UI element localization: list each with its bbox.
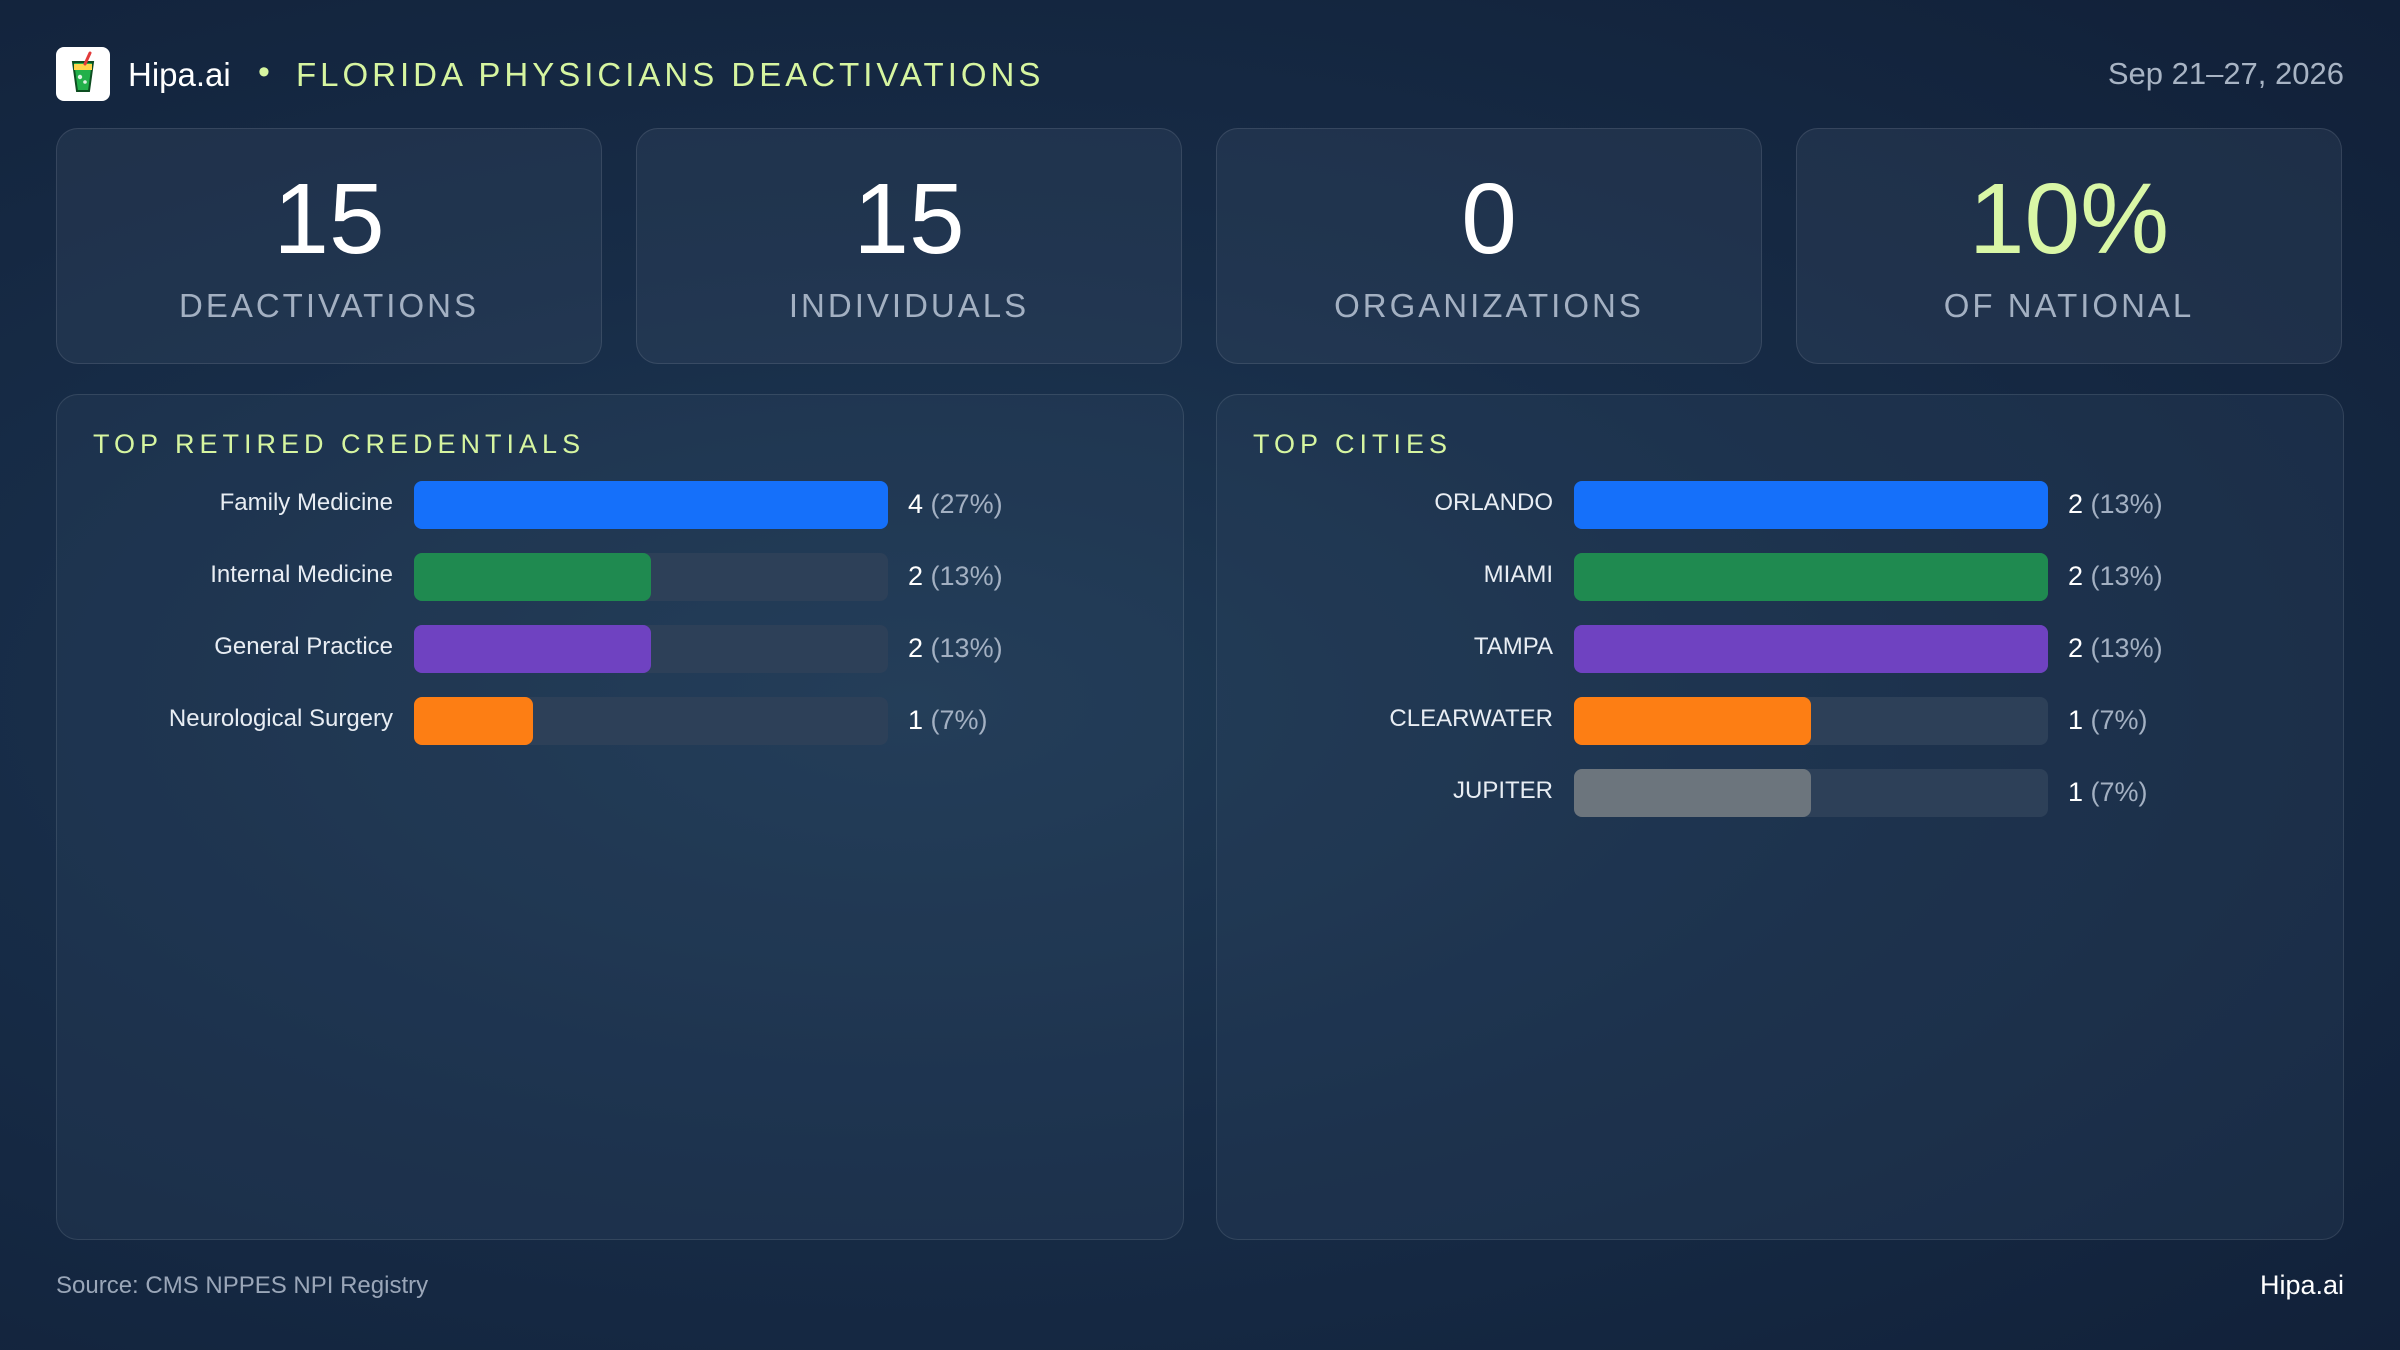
logo	[56, 47, 110, 101]
bar	[414, 625, 651, 673]
bar-track	[414, 553, 888, 601]
kpi-value: 15	[853, 163, 965, 275]
panel-title: TOP RETIRED CREDENTIALS	[93, 429, 586, 459]
bar-label: CLEARWATER	[1389, 705, 1553, 732]
bar	[414, 553, 651, 601]
bar-label: JUPITER	[1452, 777, 1553, 804]
brand-name: Hipa.ai	[128, 56, 231, 93]
bar-row: TAMPA 2 (13%)	[1217, 625, 2343, 673]
bar-value-label: 1 (7%)	[908, 705, 988, 736]
bar-row: Internal Medicine 2 (13%)	[57, 553, 1183, 601]
credentials-panel: TOP RETIRED CREDENTIALS Family Medicine 4…	[56, 394, 1184, 1240]
bar-track	[1574, 697, 2048, 745]
kpi-value: 15	[273, 163, 385, 275]
bar	[1574, 697, 1811, 745]
cities-panel: TOP CITIES ORLANDO 2 (13%) MIAMI 2 (13%) TAM…	[1216, 394, 2344, 1240]
bar-track	[1574, 553, 2048, 601]
bar-percent: (7%)	[930, 705, 988, 735]
bar-percent: (13%)	[2090, 489, 2163, 519]
bar-label: General Practice	[214, 633, 393, 660]
bar-value-label: 2 (13%)	[908, 561, 1003, 592]
kpi-card-deactivations: 15 DEACTIVATIONS	[56, 128, 602, 364]
kpi-card-individuals: 15 INDIVIDUALS	[636, 128, 1182, 364]
bar-track	[414, 481, 888, 529]
bar-track	[1574, 769, 2048, 817]
bar	[1574, 625, 2048, 673]
bar-percent: (13%)	[2090, 561, 2163, 591]
kpi-card-national-share: 10% OF NATIONAL	[1796, 128, 2342, 364]
bar	[414, 481, 888, 529]
bar-value-label: 1 (7%)	[2068, 705, 2148, 736]
bar-count: 1	[2068, 705, 2084, 735]
bar	[1574, 553, 2048, 601]
bar-count: 2	[2068, 561, 2084, 591]
kpi-label: DEACTIVATIONS	[179, 287, 479, 324]
bar-percent: (27%)	[930, 489, 1003, 519]
kpi-label: OF NATIONAL	[1943, 287, 2195, 324]
kpi-value: 10%	[1968, 163, 2170, 275]
bar-value-label: 2 (13%)	[2068, 561, 2163, 592]
panel-title: TOP CITIES	[1253, 429, 1453, 459]
bar-count: 2	[908, 561, 924, 591]
bar-row: Family Medicine 4 (27%)	[57, 481, 1183, 529]
title-separator: •	[258, 53, 270, 91]
bar-track	[1574, 481, 2048, 529]
bar-track	[414, 697, 888, 745]
bar-percent: (13%)	[930, 561, 1003, 591]
bar	[1574, 481, 2048, 529]
bar-row: ORLANDO 2 (13%)	[1217, 481, 2343, 529]
bar-count: 2	[908, 633, 924, 663]
kpi-card-organizations: 0 ORGANIZATIONS	[1216, 128, 1762, 364]
bar-percent: (13%)	[2090, 633, 2163, 663]
kpi-value: 0	[1461, 163, 1517, 275]
bar-value-label: 2 (13%)	[2068, 633, 2163, 664]
bar-label: Internal Medicine	[210, 561, 393, 588]
bar-row: JUPITER 1 (7%)	[1217, 769, 2343, 817]
bar-count: 2	[2068, 489, 2084, 519]
bar-row: General Practice 2 (13%)	[57, 625, 1183, 673]
bar-percent: (13%)	[930, 633, 1003, 663]
bar-count: 1	[2068, 777, 2084, 807]
bar-row: MIAMI 2 (13%)	[1217, 553, 2343, 601]
bar-value-label: 1 (7%)	[2068, 777, 2148, 808]
bar-label: ORLANDO	[1434, 489, 1553, 516]
bar-percent: (7%)	[2090, 705, 2148, 735]
bar-track	[414, 625, 888, 673]
bar-count: 1	[908, 705, 924, 735]
glass-with-straw-icon	[71, 51, 95, 92]
header: Hipa.ai • FLORIDA PHYSICIANS DEACTIVATIO…	[56, 46, 2344, 102]
bar-label: Family Medicine	[219, 489, 393, 516]
bar-count: 2	[2068, 633, 2084, 663]
bar-track	[1574, 625, 2048, 673]
bar-row: CLEARWATER 1 (7%)	[1217, 697, 2343, 745]
bar-percent: (7%)	[2090, 777, 2148, 807]
source-note: Source: CMS NPPES NPI Registry	[56, 1272, 429, 1299]
page-title: FLORIDA PHYSICIANS DEACTIVATIONS	[296, 56, 1045, 93]
bar	[414, 697, 533, 745]
bar-label: MIAMI	[1483, 561, 1553, 588]
footer-brand: Hipa.ai	[2259, 1270, 2344, 1300]
date-range: Sep 21–27, 2026	[2107, 56, 2344, 91]
bar-label: Neurological Surgery	[168, 705, 393, 732]
bar-value-label: 2 (13%)	[908, 633, 1003, 664]
bar-row: Neurological Surgery 1 (7%)	[57, 697, 1183, 745]
bar-value-label: 4 (27%)	[908, 489, 1003, 520]
bar-label: TAMPA	[1473, 633, 1553, 660]
bar-value-label: 2 (13%)	[2068, 489, 2163, 520]
kpi-label: ORGANIZATIONS	[1334, 287, 1644, 324]
bar	[1574, 769, 1811, 817]
bar-count: 4	[908, 489, 924, 519]
kpi-label: INDIVIDUALS	[788, 287, 1030, 324]
